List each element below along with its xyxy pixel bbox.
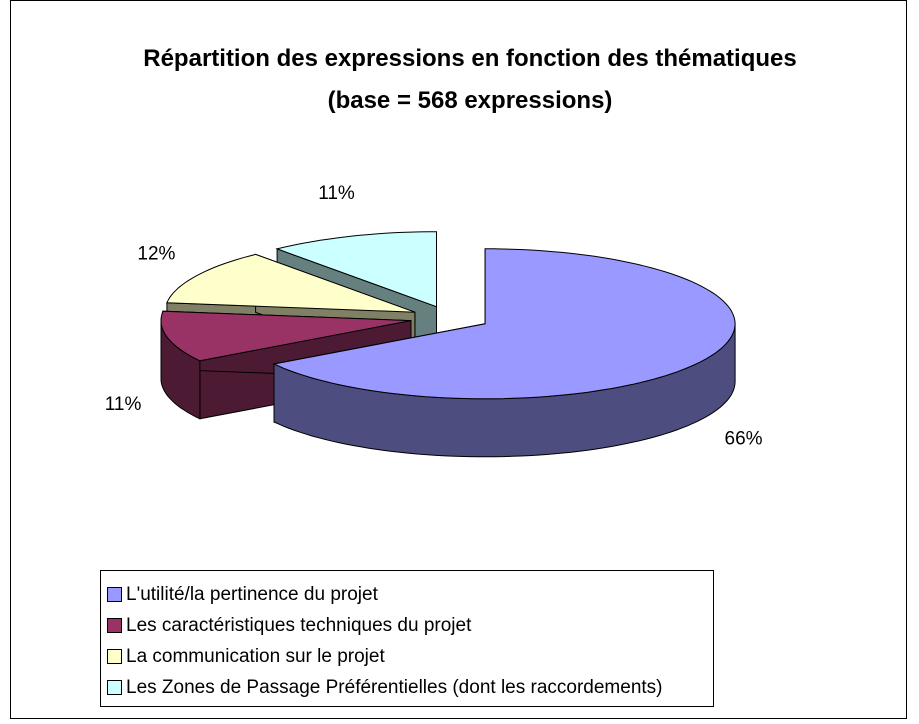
legend-swatch — [107, 680, 122, 695]
data-label: 11% — [318, 183, 355, 204]
data-label: 12% — [137, 243, 175, 264]
legend-swatch — [107, 649, 122, 664]
slice-top — [160, 310, 412, 362]
slice-top — [272, 248, 736, 400]
data-label: 66% — [725, 429, 763, 450]
legend-label: Les Zones de Passage Préférentielles (do… — [126, 676, 663, 698]
slice-top — [275, 231, 437, 308]
chart-frame — [10, 0, 907, 719]
chart-title: Répartition des expressions en fonction … — [143, 45, 797, 114]
legend-label: La communication sur le projet — [126, 645, 385, 667]
legend-label: L'utilité/la pertinence du projet — [126, 583, 378, 605]
legend-item: Les Zones de Passage Préférentielles (do… — [107, 672, 713, 703]
pie-slice — [272, 248, 736, 458]
legend-item: La communication sur le projet — [107, 641, 713, 672]
legend-swatch — [107, 587, 122, 602]
legend-label: Les caractéristiques techniques du proje… — [126, 614, 472, 636]
data-label: 11% — [105, 394, 142, 415]
legend-swatch — [107, 618, 122, 633]
slice-top — [166, 253, 416, 313]
legend-item: L'utilité/la pertinence du projet — [107, 579, 713, 610]
legend-item: Les caractéristiques techniques du proje… — [107, 610, 713, 641]
legend: L'utilité/la pertinence du projet Les car… — [100, 570, 714, 707]
